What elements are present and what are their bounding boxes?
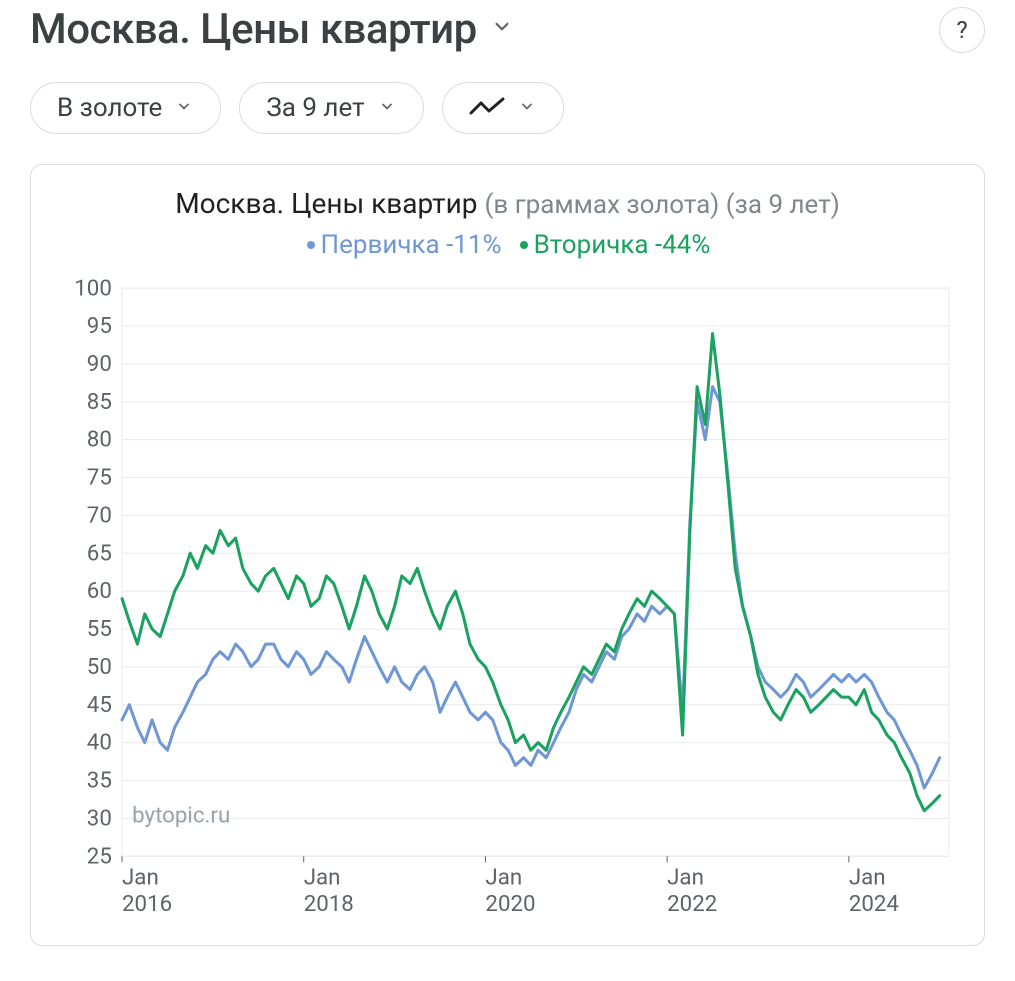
chart-card: Москва. Цены квартир (в граммах золота) … — [30, 164, 985, 946]
y-tick-label: 85 — [87, 389, 112, 415]
chart-watermark: bytopic.ru — [132, 802, 230, 828]
page-title-wrap[interactable]: Москва. Цены квартир — [30, 5, 515, 54]
x-tick-label-bottom: 2024 — [849, 891, 900, 917]
y-tick-label: 25 — [87, 843, 112, 869]
help-button[interactable]: ? — [939, 7, 985, 53]
chevron-down-icon — [489, 13, 515, 46]
chart-type-pill[interactable] — [442, 82, 564, 134]
x-tick-label-top: Jan — [485, 865, 522, 891]
y-tick-label: 70 — [87, 502, 112, 528]
y-tick-label: 80 — [87, 427, 112, 453]
x-tick-label-bottom: 2016 — [122, 891, 172, 917]
help-label: ? — [956, 16, 967, 44]
legend-dot-icon — [520, 241, 528, 249]
chart-plot: 253035404550556065707580859095100Jan2016… — [51, 278, 964, 927]
y-tick-label: 45 — [87, 692, 112, 718]
x-tick-label-top: Jan — [667, 865, 704, 891]
series-line — [122, 387, 940, 788]
y-tick-label: 65 — [87, 540, 112, 566]
chart-legend: Первичка -11% Вторичка -44% — [51, 230, 964, 260]
legend-item: Первичка -11% — [305, 230, 502, 260]
currency-filter-pill[interactable]: В золоте — [30, 82, 221, 134]
x-tick-label-bottom: 2022 — [667, 891, 717, 917]
y-tick-label: 35 — [87, 768, 112, 794]
chevron-down-icon — [377, 96, 397, 121]
x-tick-label-top: Jan — [849, 865, 886, 891]
y-tick-label: 60 — [87, 578, 112, 604]
chart-title-sub: (в граммах золота) (за 9 лет) — [484, 190, 839, 220]
currency-filter-label: В золоте — [57, 93, 162, 123]
y-tick-label: 100 — [74, 278, 112, 301]
y-tick-label: 30 — [87, 805, 112, 831]
legend-dot-icon — [307, 241, 315, 249]
y-tick-label: 95 — [87, 313, 112, 339]
x-tick-label-bottom: 2020 — [485, 891, 535, 917]
series-line — [122, 334, 940, 811]
x-tick-label-bottom: 2018 — [304, 891, 354, 917]
period-filter-pill[interactable]: За 9 лет — [239, 82, 423, 134]
y-tick-label: 50 — [87, 654, 112, 680]
legend-label: Вторичка -44% — [534, 230, 711, 260]
y-tick-label: 55 — [87, 616, 112, 642]
chart-title-main: Москва. Цены квартир — [175, 187, 477, 220]
legend-item: Вторичка -44% — [518, 230, 711, 260]
line-chart-icon — [469, 97, 505, 119]
legend-label: Первичка -11% — [321, 230, 502, 260]
y-tick-label: 40 — [87, 730, 112, 756]
chevron-down-icon — [517, 96, 537, 121]
x-tick-label-top: Jan — [304, 865, 341, 891]
period-filter-label: За 9 лет — [266, 93, 364, 123]
chevron-down-icon — [174, 96, 194, 121]
y-tick-label: 75 — [87, 465, 112, 491]
page-title: Москва. Цены квартир — [30, 5, 477, 54]
x-tick-label-top: Jan — [122, 865, 159, 891]
y-tick-label: 90 — [87, 351, 112, 377]
chart-title: Москва. Цены квартир (в граммах золота) … — [51, 187, 964, 220]
